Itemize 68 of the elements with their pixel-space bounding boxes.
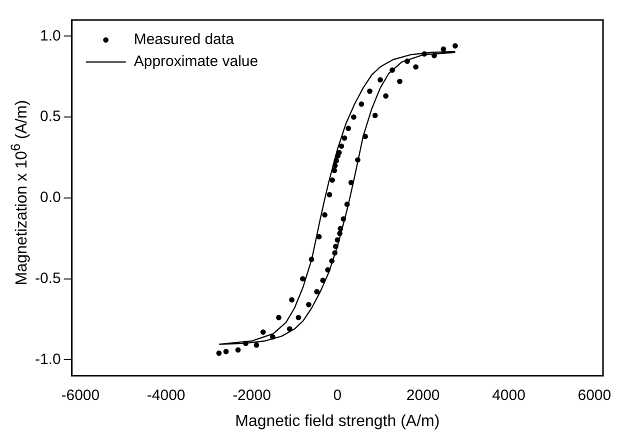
- point: [322, 212, 328, 218]
- point: [334, 237, 340, 243]
- legend-label: Measured data: [134, 31, 235, 48]
- point: [432, 52, 437, 58]
- y-tick-label: -0.5: [34, 270, 61, 287]
- point: [338, 143, 344, 149]
- point: [216, 350, 222, 356]
- x-tick-label: 0: [333, 386, 342, 404]
- y-tick-label: 0.0: [40, 189, 61, 206]
- x-tick-label: -4000: [146, 386, 186, 404]
- point: [358, 101, 364, 107]
- point: [335, 153, 341, 159]
- point: [276, 314, 282, 320]
- point: [452, 43, 458, 49]
- point: [378, 77, 383, 83]
- point: [326, 192, 332, 198]
- point: [372, 112, 378, 118]
- point: [367, 88, 372, 94]
- point: [440, 46, 446, 52]
- point: [329, 258, 335, 264]
- point: [333, 244, 338, 250]
- point: [316, 234, 322, 240]
- x-tick-label: 6000: [578, 386, 612, 404]
- point: [332, 250, 338, 256]
- point: [314, 289, 320, 294]
- point: [243, 340, 248, 346]
- point: [325, 267, 330, 273]
- point: [330, 177, 335, 183]
- x-tick-label: 2000: [406, 386, 440, 404]
- point: [296, 314, 302, 320]
- point: [342, 135, 348, 141]
- y-tick-label: -1.0: [34, 350, 61, 368]
- x-tick-label: 4000: [492, 386, 526, 404]
- y-tick-label: 0.5: [40, 108, 61, 126]
- point: [306, 302, 312, 308]
- point: [355, 157, 360, 163]
- point: [348, 180, 354, 186]
- point: [337, 230, 342, 236]
- point: [344, 202, 350, 208]
- point: [334, 158, 340, 164]
- point: [383, 93, 389, 99]
- point: [286, 326, 292, 332]
- point: [260, 329, 266, 335]
- point: [223, 348, 229, 354]
- point: [300, 276, 306, 282]
- point: [332, 168, 338, 174]
- point: [332, 162, 338, 168]
- point: [422, 51, 428, 57]
- point: [308, 256, 314, 262]
- y-tick-label: 1.0: [40, 27, 61, 44]
- point: [254, 342, 260, 348]
- point: [338, 226, 344, 232]
- x-tick-label: -6000: [61, 386, 100, 404]
- x-axis-title: Magnetic field strength (A/m): [235, 412, 440, 430]
- point: [351, 114, 356, 120]
- legend-label: Approximate value: [134, 53, 258, 70]
- point: [346, 126, 352, 132]
- point: [397, 78, 402, 84]
- point: [270, 334, 276, 340]
- x-tick-label: -2000: [232, 386, 271, 404]
- point: [362, 134, 368, 140]
- point: [340, 216, 346, 222]
- point: [390, 67, 395, 73]
- point: [289, 297, 295, 302]
- point: [413, 64, 419, 70]
- point: [235, 347, 241, 353]
- point: [320, 278, 326, 284]
- point: [404, 58, 410, 64]
